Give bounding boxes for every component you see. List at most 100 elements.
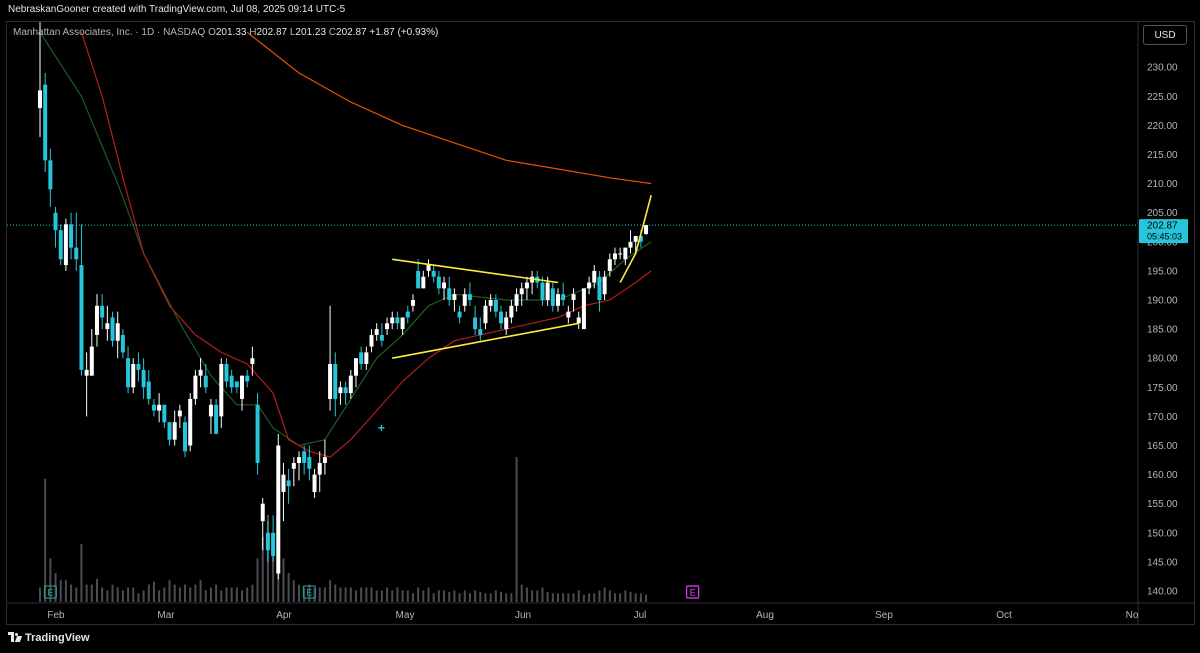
candle-body: [447, 288, 452, 300]
volume-bar: [572, 593, 575, 602]
candle-body: [462, 294, 467, 306]
volume-bar: [313, 587, 316, 602]
candle-body: [612, 253, 617, 260]
volume-bar: [396, 587, 399, 602]
volume-bar: [334, 584, 337, 602]
volume-bar: [458, 593, 461, 602]
candle-body: [638, 235, 643, 242]
candle-body: [364, 352, 369, 365]
candle-body: [312, 474, 317, 493]
candle-body: [260, 503, 265, 522]
candle-body: [245, 375, 250, 382]
volume-bar: [344, 587, 347, 602]
candle-body: [524, 282, 529, 289]
volume-bar: [49, 558, 52, 602]
volume-bar: [525, 587, 528, 602]
symbol-legend: Manhattan Associates, Inc. · 1D · NASDAQ…: [13, 27, 438, 38]
low-label: L: [289, 27, 296, 38]
close-label: C: [328, 27, 337, 38]
volume-bar: [127, 587, 130, 602]
candle-body: [436, 276, 441, 289]
cursor-marker: +: [378, 421, 385, 435]
volume-bar: [463, 590, 466, 602]
y-tick-label: 155.00: [1147, 499, 1178, 510]
volume-bar: [215, 584, 218, 602]
candle-body: [385, 323, 390, 330]
attribution-text: NebraskanGooner created with TradingView…: [8, 4, 346, 15]
candle-body: [416, 270, 421, 289]
sma-slow-line: [246, 31, 652, 185]
volume-bar: [75, 587, 78, 602]
currency-button[interactable]: USD: [1143, 25, 1187, 45]
volume-bar: [448, 591, 451, 602]
candle-body: [307, 457, 312, 469]
volume-bar: [95, 578, 98, 602]
candle-body: [53, 212, 58, 231]
candle-body: [214, 404, 219, 434]
candle-body: [452, 294, 457, 300]
candle-body: [374, 329, 379, 335]
volume-bar: [282, 558, 285, 602]
price-tag: [1139, 219, 1188, 244]
high-value: 202.87: [256, 27, 288, 38]
volume-bar: [468, 593, 471, 602]
volume-bar: [292, 580, 295, 602]
candle-body: [276, 445, 281, 574]
candle-body: [592, 270, 597, 283]
candle-body: [405, 311, 410, 318]
volume-bar: [90, 584, 93, 602]
close-value: 202.87: [336, 27, 367, 38]
volume-bar: [329, 580, 332, 602]
candle-body: [172, 422, 177, 440]
volume-bar: [370, 587, 373, 602]
candle-body: [618, 253, 623, 255]
y-tick-label: 205.00: [1147, 208, 1178, 219]
volume-bar: [184, 584, 187, 602]
candle-body: [473, 317, 478, 330]
y-tick-label: 210.00: [1147, 179, 1178, 190]
volume-bar: [391, 590, 394, 602]
candle-body: [219, 364, 224, 417]
volume-bar: [241, 590, 244, 602]
candle-body: [297, 457, 301, 463]
tradingview-logo[interactable]: TradingView: [8, 632, 90, 644]
price-tag-countdown: 05:45:03: [1147, 232, 1182, 242]
attribution-bar: NebraskanGooner created with TradingView…: [0, 0, 1200, 20]
upper-trendline: [392, 258, 559, 284]
volume-bar: [261, 536, 264, 602]
open-label: O: [208, 27, 216, 38]
volume-bar: [251, 584, 254, 602]
volume-bar: [500, 591, 503, 602]
candle-body: [597, 276, 602, 300]
candle-body: [250, 358, 255, 365]
volume-bar: [80, 544, 83, 602]
volume-bar: [588, 593, 591, 602]
y-tick-label: 195.00: [1147, 266, 1178, 277]
volume-bar: [142, 590, 145, 602]
candle-body: [333, 364, 338, 399]
volume-bar: [158, 590, 161, 602]
candle-body: [426, 265, 431, 271]
volume-bar: [209, 587, 212, 602]
volume-bar: [152, 581, 155, 602]
volume-bar: [111, 584, 114, 602]
volume-bar: [59, 580, 62, 602]
volume-bar: [189, 587, 192, 602]
volume-bar: [101, 587, 104, 602]
candle-body: [556, 294, 560, 306]
candle-body: [353, 358, 358, 376]
candle-body: [110, 317, 115, 341]
candle-body: [224, 364, 229, 382]
volume-bar: [619, 593, 622, 602]
candle-body: [545, 282, 550, 300]
volume-bar: [443, 590, 446, 602]
candle-body: [343, 387, 348, 394]
volume-bar: [375, 590, 378, 602]
candle-body: [431, 270, 436, 277]
candle-body: [514, 294, 519, 306]
candle-body: [644, 225, 649, 235]
upcoming-earnings-label: E: [690, 588, 696, 598]
volume-bar: [613, 593, 616, 602]
open-value: 201.33: [215, 27, 247, 38]
